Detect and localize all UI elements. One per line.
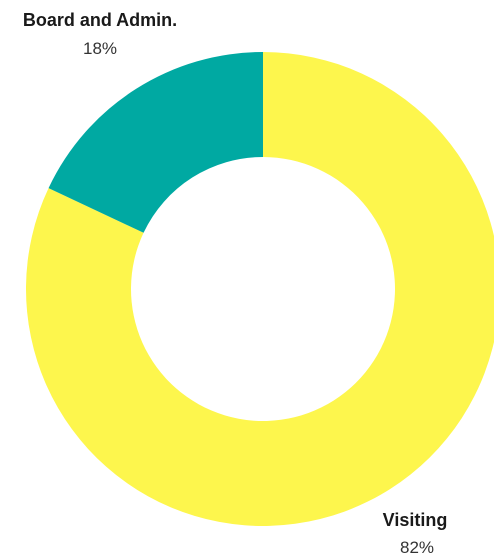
slice-label-visiting-name: Visiting — [383, 510, 448, 530]
slice-label-board-and-admin-value: 18% — [83, 39, 117, 58]
donut-slices — [26, 52, 494, 526]
slice-label-visiting: Visiting 82% — [383, 510, 448, 557]
donut-slice-visiting — [26, 52, 494, 526]
slice-label-visiting-value: 82% — [400, 538, 434, 557]
slice-label-board-and-admin-name: Board and Admin. — [23, 10, 177, 30]
slice-label-board-and-admin: Board and Admin. 18% — [23, 10, 177, 58]
donut-slice-board-and-admin — [48, 52, 264, 233]
